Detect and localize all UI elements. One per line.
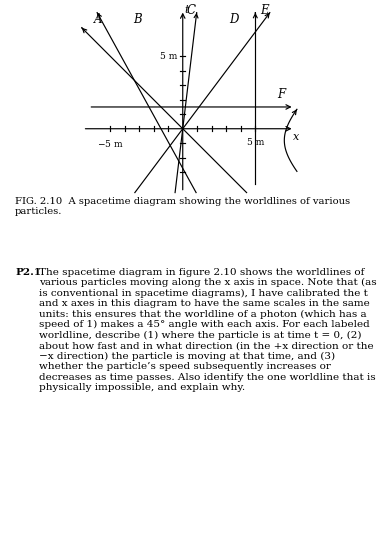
Text: A: A (94, 13, 103, 26)
Text: x: x (293, 132, 299, 142)
Text: $-$5 m: $-$5 m (97, 138, 124, 149)
Text: F: F (277, 88, 285, 101)
Text: 5 m: 5 m (160, 52, 178, 61)
Text: E: E (260, 4, 269, 17)
Text: 5 m: 5 m (247, 138, 264, 147)
Text: D: D (229, 13, 238, 26)
Text: P2.1: P2.1 (15, 268, 41, 277)
Text: The spacetime diagram in figure 2.10 shows the worldlines of various particles m: The spacetime diagram in figure 2.10 sho… (39, 268, 376, 392)
Text: FIG. 2.10  A spacetime diagram showing the worldlines of various particles.: FIG. 2.10 A spacetime diagram showing th… (15, 197, 350, 216)
Text: B: B (133, 13, 142, 26)
Text: C: C (187, 4, 196, 17)
Text: t: t (184, 5, 188, 15)
